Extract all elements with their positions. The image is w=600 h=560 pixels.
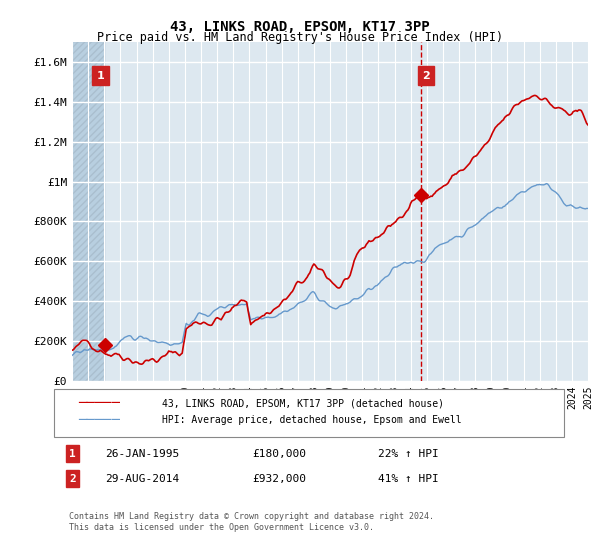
Text: HPI: Average price, detached house, Epsom and Ewell: HPI: Average price, detached house, Epso… bbox=[162, 415, 461, 425]
Bar bbox=[72, 42, 106, 381]
Text: 43, LINKS ROAD, EPSOM, KT17 3PP (detached house): 43, LINKS ROAD, EPSOM, KT17 3PP (detache… bbox=[162, 398, 444, 408]
Text: 22% ↑ HPI: 22% ↑ HPI bbox=[378, 449, 439, 459]
Text: ─────: ───── bbox=[78, 396, 120, 410]
Bar bbox=[72, 42, 106, 381]
Text: £932,000: £932,000 bbox=[252, 474, 306, 484]
Text: Contains HM Land Registry data © Crown copyright and database right 2024.
This d: Contains HM Land Registry data © Crown c… bbox=[69, 512, 434, 532]
Text: 26-JAN-1995: 26-JAN-1995 bbox=[105, 449, 179, 459]
Text: 2: 2 bbox=[69, 474, 76, 484]
Text: Price paid vs. HM Land Registry's House Price Index (HPI): Price paid vs. HM Land Registry's House … bbox=[97, 31, 503, 44]
Text: 1: 1 bbox=[69, 449, 76, 459]
Text: 43, LINKS ROAD, EPSOM, KT17 3PP (detached house): 43, LINKS ROAD, EPSOM, KT17 3PP (detache… bbox=[162, 398, 444, 408]
Text: 29-AUG-2014: 29-AUG-2014 bbox=[105, 474, 179, 484]
Text: ─────: ───── bbox=[78, 413, 120, 427]
Text: HPI: Average price, detached house, Epsom and Ewell: HPI: Average price, detached house, Epso… bbox=[162, 415, 461, 425]
Text: 1: 1 bbox=[97, 71, 104, 81]
Text: ─────: ───── bbox=[78, 413, 120, 427]
Text: 43, LINKS ROAD, EPSOM, KT17 3PP: 43, LINKS ROAD, EPSOM, KT17 3PP bbox=[170, 20, 430, 34]
Text: ─────: ───── bbox=[78, 396, 120, 410]
Text: £180,000: £180,000 bbox=[252, 449, 306, 459]
Text: 2: 2 bbox=[422, 71, 430, 81]
Text: 41% ↑ HPI: 41% ↑ HPI bbox=[378, 474, 439, 484]
